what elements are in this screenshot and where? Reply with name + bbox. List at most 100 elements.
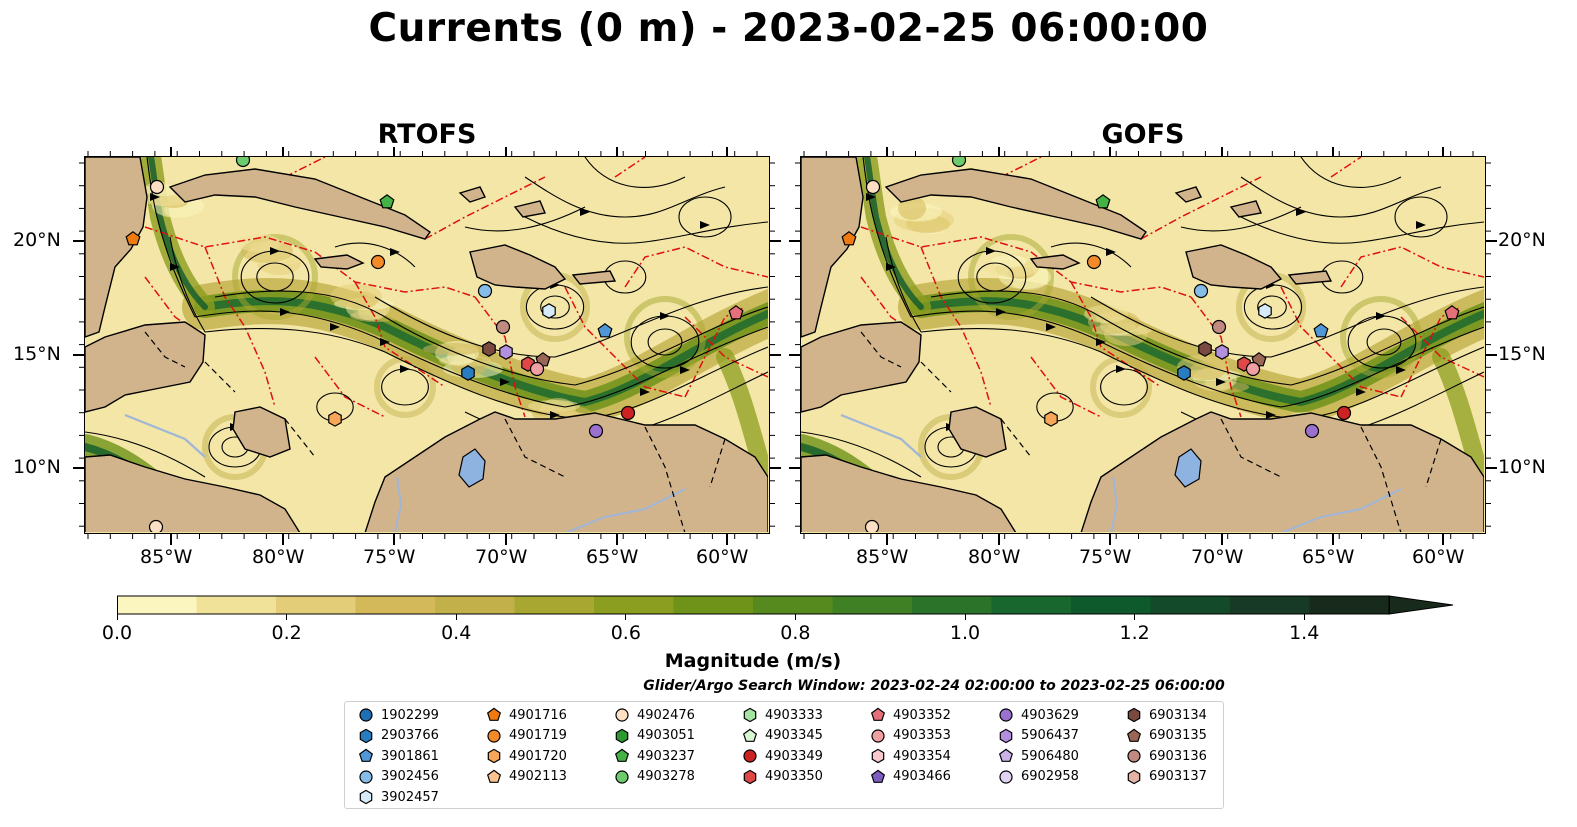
flow-arrow: [996, 308, 1006, 316]
lon-tick-label: 60°W: [696, 546, 749, 568]
legend-marker: [743, 749, 757, 763]
landmass: [1287, 270, 1333, 285]
landmass: [364, 411, 768, 532]
float-marker: [865, 179, 881, 195]
flow-arrow: [150, 193, 160, 201]
float-marker: [1336, 405, 1352, 421]
streamline: [1180, 206, 1302, 232]
lon-tick-label: 85°W: [140, 546, 193, 568]
streamline: [584, 157, 686, 188]
colorbar-tick: [964, 614, 966, 620]
legend-entry: 4903353: [869, 728, 951, 744]
eez-line: [1190, 296, 1242, 418]
flow-arrow: [700, 221, 710, 229]
colorbar-segment: [514, 596, 595, 614]
landmass: [801, 321, 922, 413]
eez-line: [920, 246, 992, 408]
float-marker: [499, 344, 513, 360]
legend-marker: [870, 769, 886, 783]
eez-line: [314, 356, 386, 418]
legend-marker: [742, 728, 758, 742]
streamline: [169, 236, 206, 333]
border-line: [144, 331, 726, 532]
colorbar-segment: [594, 596, 674, 614]
legend-label: 1902299: [381, 707, 439, 723]
legend-entry: 4903278: [613, 769, 695, 785]
legend-label: 4903629: [1021, 707, 1079, 723]
eez-line: [424, 176, 546, 240]
eez-line: [474, 296, 526, 418]
eddy-streamline: [976, 262, 1014, 292]
lon-tick-label: 65°W: [1302, 546, 1355, 568]
colorbar-segment: [753, 596, 833, 614]
colorbar-tick-label: 1.4: [1289, 622, 1320, 644]
colorbar-segment: [991, 596, 1072, 614]
legend-marker: [486, 769, 502, 783]
legend-label: 5906480: [1021, 748, 1079, 764]
eez-line: [1070, 281, 1162, 388]
legend-label: 4903350: [765, 769, 823, 784]
flow-arrow: [1106, 248, 1116, 256]
legend-label: 4903354: [893, 748, 951, 764]
colorbar-tick-label: 0.6: [610, 622, 641, 644]
eez-line: [860, 276, 922, 338]
float-marker: [728, 305, 744, 320]
legend-entry: 6902958: [997, 769, 1079, 785]
eez-line: [1000, 157, 1042, 178]
river: [394, 476, 403, 532]
legend-marker: [359, 728, 373, 743]
float-marker: [461, 365, 475, 381]
flow-arrow: [866, 193, 876, 201]
landmass: [513, 200, 546, 218]
land-layer: [85, 157, 768, 532]
streamline: [524, 176, 726, 218]
legend-label: 4902113: [509, 769, 567, 784]
colorbar: [117, 595, 1454, 615]
legend-entry: 6903137: [1125, 769, 1207, 785]
float-marker: [477, 283, 493, 299]
eez-line: [1330, 157, 1362, 178]
eddy-streamline: [647, 328, 683, 356]
legend-label: 6903136: [1149, 748, 1207, 764]
eez-line: [144, 276, 206, 338]
flow-arrow: [270, 247, 280, 255]
legend-marker: [1127, 749, 1141, 763]
float-marker: [1198, 341, 1212, 357]
float-marker: [1245, 361, 1261, 377]
float-marker: [1044, 411, 1058, 427]
lake-maracaibo: [458, 448, 486, 488]
float-marker: [841, 231, 857, 246]
streamline: [885, 236, 922, 333]
lat-tick-label: 20°N: [13, 229, 61, 251]
streamline: [930, 290, 1484, 386]
eez-line: [284, 157, 326, 178]
panel-title-rtofs: RTOFS: [377, 119, 477, 150]
float-marker: [620, 405, 636, 421]
legend-marker: [743, 707, 757, 723]
legend-marker: [998, 748, 1014, 762]
streamline: [214, 290, 768, 386]
lat-tick-label: 15°N: [1498, 343, 1546, 365]
flow-arrow: [1296, 208, 1306, 216]
landmass: [469, 244, 567, 290]
legend: 1902299 2903766 3901861 3902456 3902457 49017…: [344, 701, 1224, 809]
legend-entry: 6903135: [1125, 728, 1207, 744]
legend-entry: 4901720: [485, 748, 567, 764]
legend-label: 2903766: [381, 728, 439, 743]
lon-tick-label: 85°W: [856, 546, 909, 568]
legend-marker: [487, 728, 501, 743]
landmass: [168, 168, 431, 240]
landmass: [1174, 186, 1202, 203]
panel-title-gofs: GOFS: [1101, 119, 1185, 150]
landmass: [1229, 200, 1262, 218]
river: [564, 488, 686, 532]
legend-label: 4903051: [637, 728, 695, 743]
legend-entry: 1902299: [357, 707, 439, 723]
eez-line: [1400, 316, 1484, 378]
colorbar-segment: [196, 596, 277, 614]
colorbar-tick: [455, 614, 457, 620]
landmass: [313, 254, 365, 270]
eez-line: [1030, 356, 1102, 418]
float-marker: [1313, 323, 1329, 338]
legend-label: 5906437: [1021, 728, 1079, 743]
